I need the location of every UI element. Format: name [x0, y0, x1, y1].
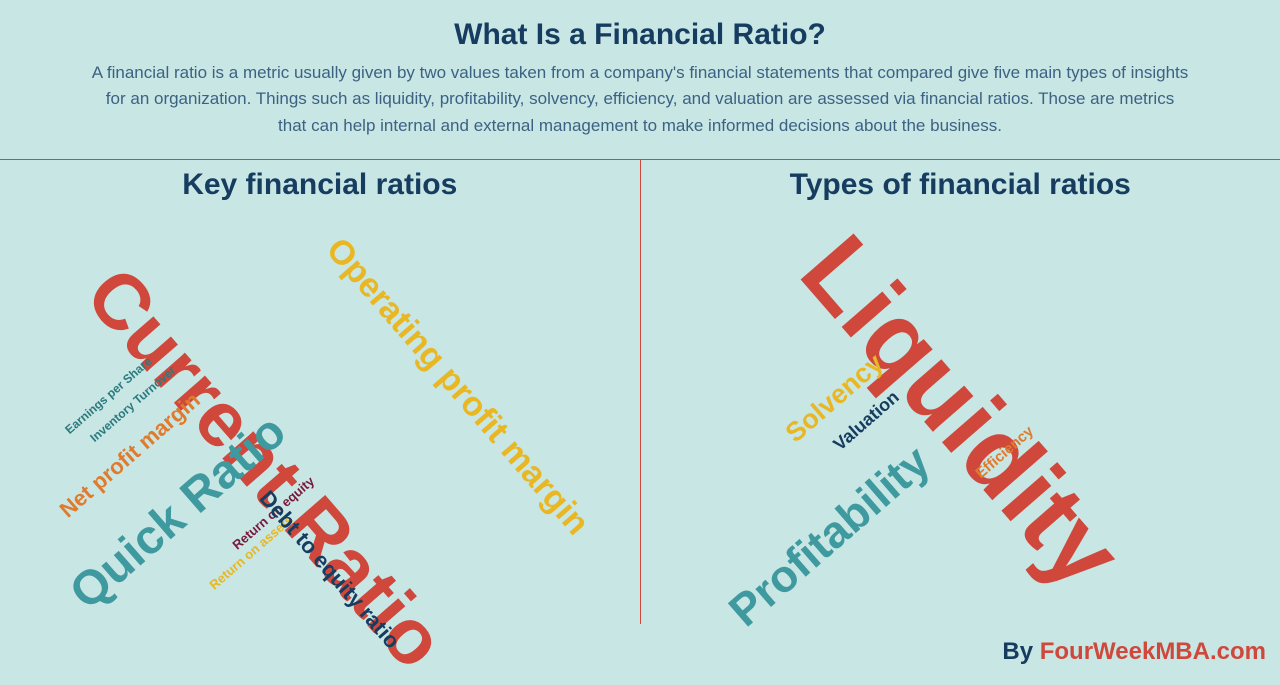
panel-right-title: Types of financial ratios [641, 168, 1280, 202]
wordcloud-word: Solvency [781, 349, 888, 447]
footer-by: By [1002, 638, 1039, 665]
panel-right: Types of financial ratios LiquiditySolve… [641, 160, 1280, 624]
header: What Is a Financial Ratio? A financial r… [0, 0, 1280, 159]
wordcloud-left: Current RatioOperating profit marginEarn… [0, 202, 640, 612]
wordcloud-word: Operating profit margin [320, 232, 595, 541]
footer-attribution: By FourWeekMBA.com [1002, 638, 1266, 666]
wordcloud-word: Profitability [721, 438, 937, 634]
footer-brand: FourWeekMBA.com [1040, 638, 1266, 665]
wordcloud-right: LiquiditySolvencyValuationProfitabilityE… [641, 202, 1280, 612]
page-description: A financial ratio is a metric usually gi… [90, 60, 1190, 139]
panels-container: Key financial ratios Current RatioOperat… [0, 160, 1280, 624]
panel-left: Key financial ratios Current RatioOperat… [0, 160, 640, 624]
panel-left-title: Key financial ratios [0, 168, 640, 202]
page-title: What Is a Financial Ratio? [80, 18, 1200, 52]
